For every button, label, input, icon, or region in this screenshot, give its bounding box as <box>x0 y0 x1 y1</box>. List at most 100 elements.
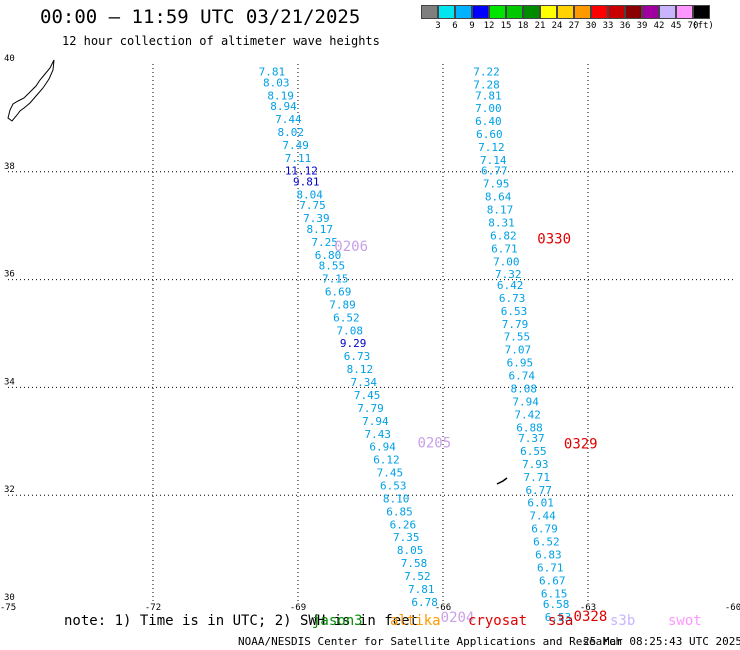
swh-value-label: 7.44 <box>529 510 556 523</box>
swh-value-label: 7.75 <box>299 199 326 212</box>
scale-label: 33 <box>602 21 614 31</box>
swh-value-label: 6.73 <box>499 292 526 305</box>
swh-value-label: 7.07 <box>505 344 532 357</box>
swh-value-label: 8.03 <box>263 76 290 89</box>
swh-value-label: 6.95 <box>507 357 534 370</box>
coastline <box>7 59 55 122</box>
swh-value-label: 6.71 <box>491 242 518 255</box>
scale-label: 6 <box>452 21 458 31</box>
scale-swatch <box>489 5 506 19</box>
swh-value-label: 6.26 <box>390 518 417 531</box>
scale-label: 36 <box>619 21 631 31</box>
scale-label: 9 <box>469 21 475 31</box>
map-subtitle: 12 hour collection of altimeter wave hei… <box>62 34 380 48</box>
scale-swatch <box>574 5 591 19</box>
swh-value-label: 7.81 <box>259 66 286 79</box>
scale-label: 45 <box>670 21 682 31</box>
pass-time-label: 0329 <box>564 436 598 452</box>
scale-label: 3 <box>435 21 441 31</box>
swh-value-label: 7.49 <box>282 139 309 152</box>
x-tick-label: -75 <box>0 603 16 613</box>
swh-value-label: 7.79 <box>357 402 384 415</box>
swh-value-label: 7.00 <box>475 102 502 115</box>
swh-value-label: 7.44 <box>275 113 302 126</box>
x-tick-label: -66 <box>435 603 451 613</box>
map-title: 00:00 – 11:59 UTC 03/21/2025 <box>40 6 361 28</box>
swh-value-label: 7.94 <box>362 415 389 428</box>
swh-value-label: 7.34 <box>350 376 377 389</box>
swh-value-label: 8.19 <box>267 89 294 102</box>
x-tick-label: -72 <box>145 603 161 613</box>
swh-value-label: 7.45 <box>354 389 381 402</box>
swh-value-label: 7.43 <box>365 428 392 441</box>
satellite-legend-item: altika <box>390 613 441 629</box>
swh-value-label: 6.58 <box>543 598 570 611</box>
scale-label: 12 <box>483 21 495 31</box>
swh-value-label: 7.89 <box>329 298 356 311</box>
swh-value-label: 8.55 <box>319 260 346 273</box>
swh-value-label: 7.42 <box>514 408 541 421</box>
y-tick-label: 38 <box>4 162 15 172</box>
swh-value-label: 6.83 <box>535 548 562 561</box>
scale-swatch <box>591 5 608 19</box>
scale-swatch <box>438 5 455 19</box>
credit-text: NOAA/NESDIS Center for Satellite Applica… <box>238 635 623 648</box>
swh-value-label: 8.17 <box>487 204 514 217</box>
swh-value-label: 6.52 <box>333 311 360 324</box>
swh-value-label: 8.10 <box>383 492 410 505</box>
swh-value-label: 7.81 <box>475 89 502 102</box>
satellite-legend-item: s3b <box>610 613 636 629</box>
swh-value-label: 6.15 <box>541 587 568 600</box>
scale-label: 42 <box>653 21 665 31</box>
color-scale <box>421 5 710 19</box>
swh-value-label: 6.79 <box>531 523 558 536</box>
scale-label: 70 <box>687 21 699 31</box>
scale-swatch <box>557 5 574 19</box>
x-tick-label: -69 <box>290 603 306 613</box>
swh-value-label: 7.00 <box>493 255 520 268</box>
swh-value-label: 8.64 <box>485 191 512 204</box>
swh-value-label: 7.11 <box>285 152 312 165</box>
swh-value-label: 7.45 <box>377 467 404 480</box>
island <box>496 477 508 485</box>
swh-value-label: 7.52 <box>404 570 431 583</box>
swh-value-label: 7.32 <box>495 268 522 281</box>
scale-label: 24 <box>551 21 563 31</box>
swh-value-label: 6.77 <box>525 484 552 497</box>
scale-label: 27 <box>568 21 580 31</box>
pass-time-label: 0330 <box>537 232 571 248</box>
scale-label: 30 <box>585 21 597 31</box>
scale-label: 21 <box>534 21 546 31</box>
swh-value-label: 7.94 <box>512 395 539 408</box>
swh-value-label: 8.02 <box>278 126 305 139</box>
swh-value-label: 7.15 <box>322 273 349 286</box>
scale-swatch <box>642 5 659 19</box>
scale-swatch <box>540 5 557 19</box>
swh-value-label: 8.05 <box>397 544 424 557</box>
swh-value-label: 6.69 <box>325 285 352 298</box>
swh-value-label: 6.53 <box>501 305 528 318</box>
swh-value-label: 11.12 <box>285 165 318 178</box>
scale-swatch <box>625 5 642 19</box>
swh-value-label: 7.55 <box>504 331 531 344</box>
scale-swatch <box>523 5 540 19</box>
pass-time-label: 0206 <box>334 239 368 255</box>
satellite-legend-item: cryosat <box>468 613 528 629</box>
swh-value-label: 7.25 <box>311 236 338 249</box>
swh-value-label: 8.31 <box>488 216 515 229</box>
y-tick-label: 40 <box>4 54 15 64</box>
swh-value-label: 6.82 <box>490 229 517 242</box>
pass-time-label: 0328 <box>574 609 608 625</box>
scale-label: 18 <box>517 21 529 31</box>
swh-value-label: 6.12 <box>373 454 400 467</box>
pass-time-label: 0204 <box>441 610 475 626</box>
swh-value-label: 8.12 <box>347 363 374 376</box>
scale-swatch <box>472 5 489 19</box>
swh-value-label: 6.73 <box>344 350 371 363</box>
swh-value-label: 6.67 <box>539 574 566 587</box>
swh-value-label: 7.39 <box>303 212 330 225</box>
scale-swatch <box>421 5 438 19</box>
pass-time-label: 0205 <box>417 435 451 451</box>
scale-swatch <box>693 5 710 19</box>
